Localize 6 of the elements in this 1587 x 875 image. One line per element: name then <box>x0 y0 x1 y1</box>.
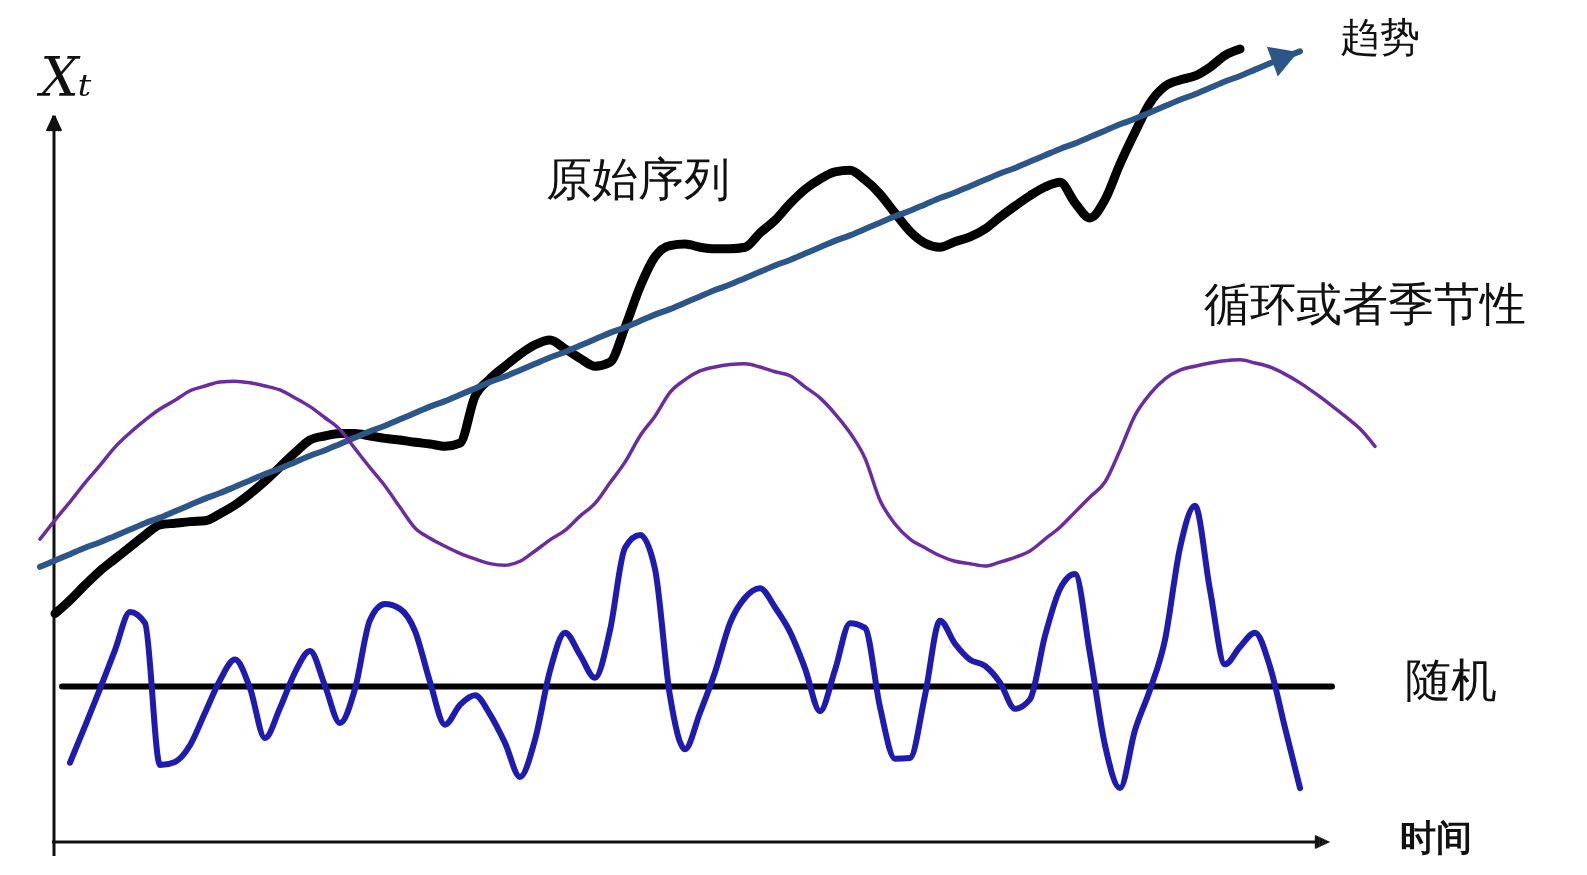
series-label: 原始序列 <box>546 152 730 206</box>
text: 随机 <box>1405 653 1497 707</box>
series-label: 趋势 <box>1340 14 1420 60</box>
x-axis-title: 时间 <box>1400 817 1472 858</box>
y-axis-title: Xₜ <box>36 46 92 109</box>
series-label: 循环或者季节性 <box>1204 277 1526 331</box>
